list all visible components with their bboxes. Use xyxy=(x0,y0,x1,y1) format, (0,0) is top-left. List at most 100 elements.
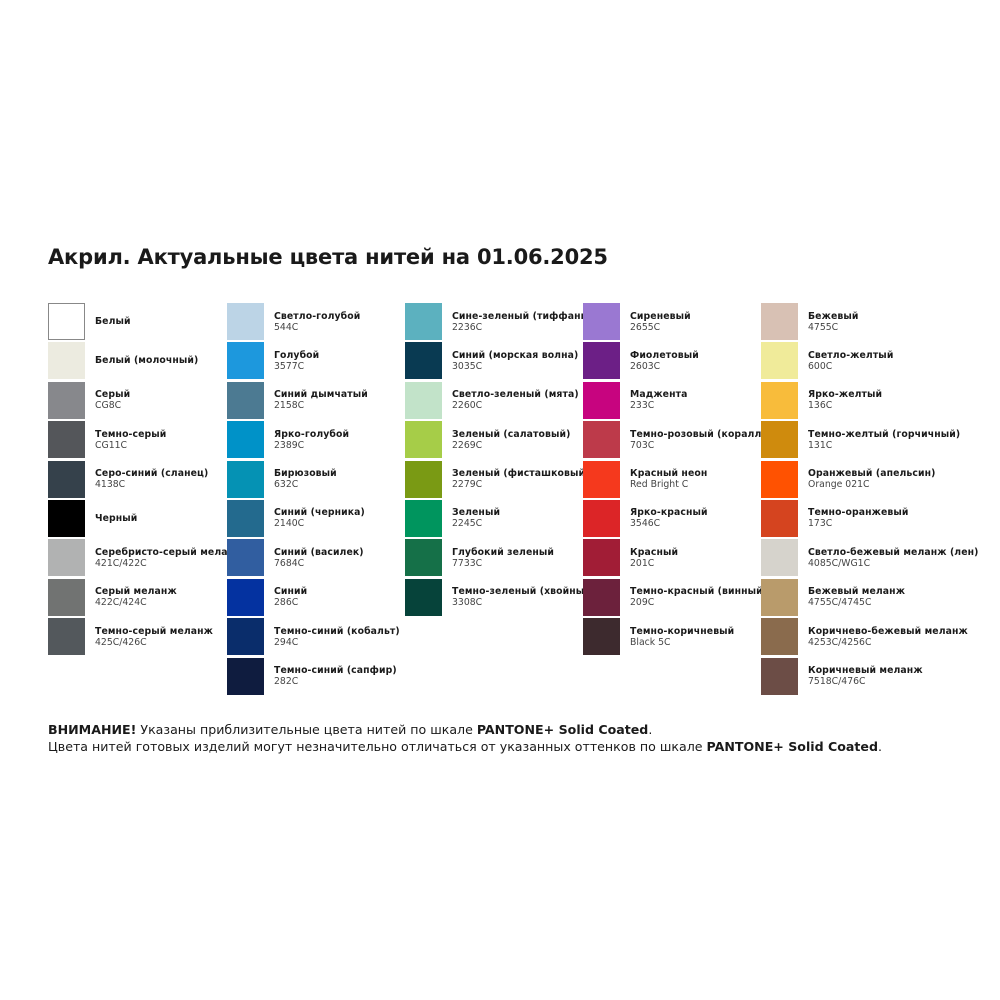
color-label: Зеленый (фисташковый) 2279C xyxy=(452,468,590,490)
color-swatch xyxy=(761,381,798,419)
color-item: Темно-розовый (коралл) 703C xyxy=(583,421,767,459)
color-item: Фиолетовый 2603C xyxy=(583,342,767,380)
color-item: Зеленый (фисташковый) 2279C xyxy=(405,460,595,498)
pantone-code: 703C xyxy=(630,439,655,451)
color-swatch xyxy=(761,499,798,537)
color-name: Темно-синий (кобальт) xyxy=(274,625,400,637)
color-item: Коричневый меланж 7518C/476C xyxy=(761,657,978,695)
color-label: Белый xyxy=(95,316,131,327)
color-label: Темно-желтый (горчичный) 131C xyxy=(808,429,960,451)
color-item: Зеленый (салатовый) 2269C xyxy=(405,421,595,459)
pantone-code: 2655C xyxy=(630,321,661,333)
color-label: Маджента 233C xyxy=(630,389,687,411)
color-item: Сине-зеленый (тиффани) 2236C xyxy=(405,303,595,340)
pantone-code: 2245C xyxy=(452,518,483,530)
color-name: Бежевый xyxy=(808,310,859,322)
color-swatch xyxy=(405,539,442,577)
color-item: Белый xyxy=(48,303,244,340)
color-item: Синий 286C xyxy=(227,578,400,616)
color-name: Синий xyxy=(274,586,308,598)
color-label: Ярко-красный 3546C xyxy=(630,507,708,529)
color-name: Бежевый меланж xyxy=(808,586,906,598)
pantone-code: 4138C xyxy=(95,479,126,491)
disclaimer-text: Цвета нитей готовых изделий могут незнач… xyxy=(48,739,707,754)
color-item: Голубой 3577C xyxy=(227,342,400,380)
color-swatch xyxy=(761,578,798,616)
color-column: Сиреневый 2655C Фиолетовый 2603C Маджента 233… xyxy=(583,303,767,658)
color-label: Красный 201C xyxy=(630,547,678,569)
color-name: Бирюзовый xyxy=(274,468,337,480)
color-swatch xyxy=(48,460,85,498)
color-swatch xyxy=(48,303,85,340)
color-label: Синий 286C xyxy=(274,586,307,608)
color-item: Светло-голубой 544C xyxy=(227,303,400,340)
color-swatch xyxy=(761,657,798,695)
color-swatch xyxy=(227,303,264,340)
color-name: Темно-розовый (коралл) xyxy=(630,428,766,440)
color-column: Бежевый 4755C Светло-желтый 600C Ярко-желтый… xyxy=(761,303,978,697)
color-item: Бирюзовый 632C xyxy=(227,460,400,498)
color-item: Темно-серый меланж 425C/426C xyxy=(48,618,244,656)
color-item: Темно-серый CG11C xyxy=(48,421,244,459)
color-item: Ярко-голубой 2389C xyxy=(227,421,400,459)
color-label: Бежевый меланж 4755C/4745C xyxy=(808,586,905,608)
pantone-code: 3577C xyxy=(274,360,305,372)
pantone-code: 4755C/4745C xyxy=(808,597,872,609)
color-item: Красный неон Red Bright C xyxy=(583,460,767,498)
color-label: Коричнево-бежевый меланж 4253C/4256C xyxy=(808,626,968,648)
color-label: Бирюзовый 632C xyxy=(274,468,337,490)
color-label: Белый (молочный) xyxy=(95,355,198,366)
color-name: Серо-синий (сланец) xyxy=(95,468,209,480)
color-name: Коричнево-бежевый меланж xyxy=(808,625,968,637)
pantone-code: Red Bright C xyxy=(630,479,689,491)
color-swatch xyxy=(227,499,264,537)
color-column: Сине-зеленый (тиффани) 2236C Синий (морска… xyxy=(405,303,595,618)
color-item: Синий (василек) 7684C xyxy=(227,539,400,577)
color-label: Сине-зеленый (тиффани) 2236C xyxy=(452,311,592,333)
color-column: Белый Белый (молочный) Серый CG8C Темно-серы… xyxy=(48,303,244,658)
color-label: Темно-коричневый Black 5C xyxy=(630,626,734,648)
color-swatch xyxy=(227,381,264,419)
color-name: Синий дымчатый xyxy=(274,389,368,401)
color-label: Серебристо-серый меланж 421C/422C xyxy=(95,547,244,569)
color-item: Темно-желтый (горчичный) 131C xyxy=(761,421,978,459)
color-name: Светло-бежевый меланж (лен) xyxy=(808,546,979,558)
pantone-code: 544C xyxy=(274,321,299,333)
color-name: Темно-коричневый xyxy=(630,625,735,637)
pantone-code: CG8C xyxy=(95,400,122,412)
color-item: Светло-бежевый меланж (лен) 4085C/WG1C xyxy=(761,539,979,577)
punctuation: . xyxy=(648,722,653,737)
pantone-code: 632C xyxy=(274,479,299,491)
color-label: Серый меланж 422C/424C xyxy=(95,586,177,608)
color-item: Серо-синий (сланец) 4138C xyxy=(48,460,244,498)
color-swatch xyxy=(761,303,798,340)
color-swatch xyxy=(761,460,798,498)
color-name: Ярко-желтый xyxy=(808,389,883,401)
color-column: Светло-голубой 544C Голубой 3577C Синий дымч… xyxy=(227,303,400,697)
color-swatch xyxy=(583,578,620,616)
color-label: Синий (черника) 2140C xyxy=(274,507,365,529)
color-swatch xyxy=(48,342,85,380)
color-swatch xyxy=(583,421,620,459)
color-label: Черный xyxy=(95,513,137,524)
color-name: Красный неон xyxy=(630,468,708,480)
color-swatch xyxy=(48,499,85,537)
color-label: Зеленый 2245C xyxy=(452,507,500,529)
color-swatch xyxy=(405,421,442,459)
color-label: Зеленый (салатовый) 2269C xyxy=(452,429,570,451)
color-swatch xyxy=(227,657,264,695)
color-label: Серо-синий (сланец) 4138C xyxy=(95,468,208,490)
color-item: Темно-коричневый Black 5C xyxy=(583,618,767,656)
color-name: Белый (молочный) xyxy=(95,355,199,367)
color-label: Темно-розовый (коралл) 703C xyxy=(630,429,766,451)
color-item: Темно-красный (винный) 209C xyxy=(583,578,767,616)
color-swatch xyxy=(227,539,264,577)
color-name: Темно-серый xyxy=(95,428,167,440)
color-swatch xyxy=(583,460,620,498)
pantone-code: 600C xyxy=(808,360,833,372)
color-item: Красный 201C xyxy=(583,539,767,577)
color-swatch xyxy=(583,381,620,419)
pantone-code: Orange 021C xyxy=(808,479,870,491)
color-swatch xyxy=(227,578,264,616)
color-name: Белый xyxy=(95,316,131,327)
